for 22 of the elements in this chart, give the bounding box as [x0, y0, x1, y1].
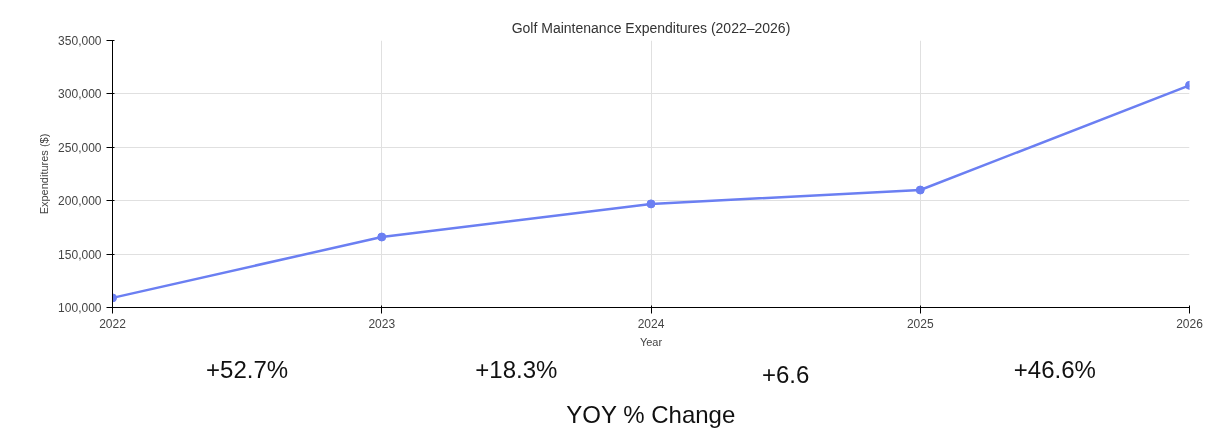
- x-tick-label: 2022: [99, 316, 127, 331]
- y-tick-label: 150,000: [58, 247, 102, 262]
- text: +18.3%: [475, 356, 558, 384]
- chart-title: Golf Maintenance Expenditures (2022–2026): [511, 19, 791, 36]
- text: +6.6: [761, 361, 810, 389]
- y-axis-title: Expenditures ($): [38, 133, 51, 215]
- x-tick-label: 2025: [906, 316, 934, 331]
- text: YOY % Change: [566, 400, 736, 428]
- text: +46.6%: [1013, 356, 1096, 384]
- point: [646, 199, 656, 209]
- point: [915, 185, 925, 195]
- x-tick-label: 2024: [637, 316, 665, 331]
- text: +52.7%: [206, 356, 289, 384]
- y-tick-label: 200,000: [58, 194, 102, 209]
- x-tick-label: 2026: [1176, 316, 1204, 331]
- y-tick-label: 100,000: [58, 301, 102, 315]
- point: [377, 232, 387, 242]
- y-tick-label: 350,000: [58, 34, 102, 48]
- x-axis-title: Year: [639, 335, 663, 348]
- x-tick-label: 2023: [368, 316, 396, 331]
- y-tick-label: 300,000: [58, 87, 102, 102]
- y-tick-label: 250,000: [58, 140, 102, 155]
